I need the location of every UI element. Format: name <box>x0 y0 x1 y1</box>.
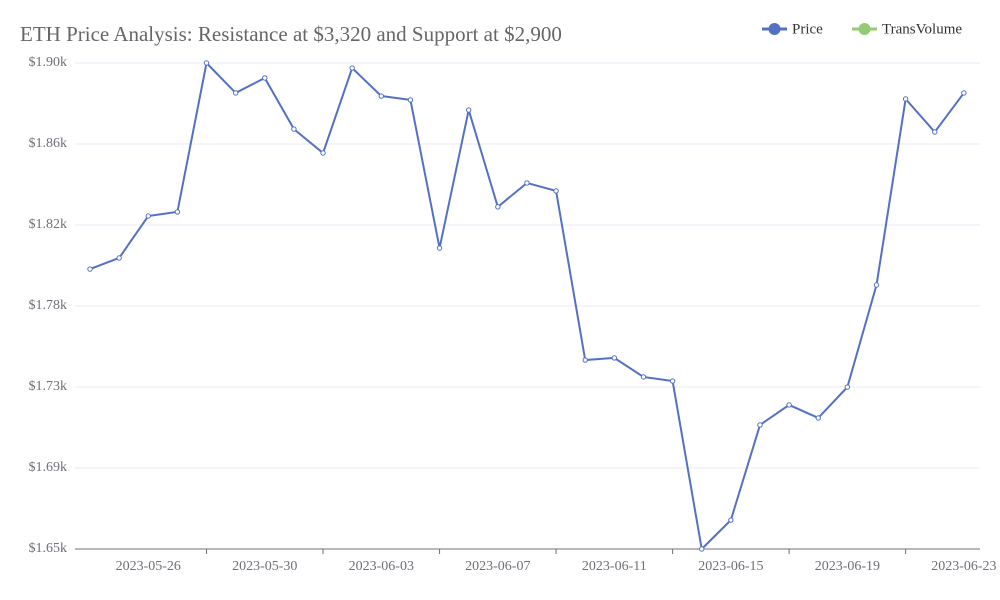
point <box>291 126 297 132</box>
legend-label: TransVolume <box>882 21 962 37</box>
chart-title: ETH Price Analysis: Resistance at $3,320… <box>20 22 562 46</box>
point <box>786 402 792 408</box>
x-tick-label: 2023-06-23 <box>931 559 996 574</box>
x-tick-label: 2023-06-11 <box>582 559 647 574</box>
point <box>524 180 530 186</box>
point <box>902 96 909 102</box>
point <box>465 107 472 113</box>
point <box>407 97 414 103</box>
y-tick-label: $1.69k <box>29 460 68 475</box>
x-tick-label: 2023-06-07 <box>465 559 530 574</box>
y-tick-label: $1.65k <box>29 541 68 556</box>
point <box>116 255 122 261</box>
point <box>669 378 676 384</box>
point <box>349 65 355 71</box>
point <box>436 245 443 251</box>
point <box>757 422 763 428</box>
point <box>232 90 239 96</box>
point <box>174 209 181 215</box>
point <box>378 93 384 99</box>
x-tick-label: 2023-05-30 <box>232 559 297 574</box>
legend-dot <box>858 23 871 35</box>
legend-dot <box>768 23 781 35</box>
x-tick-label: 2023-06-19 <box>815 559 880 574</box>
legend-label: Price <box>792 21 823 37</box>
point <box>873 282 880 288</box>
point <box>203 60 210 66</box>
point <box>145 213 151 219</box>
point <box>611 355 618 361</box>
y-tick-label: $1.78k <box>29 298 68 313</box>
y-tick-label: $1.82k <box>29 217 68 232</box>
point <box>844 384 851 390</box>
point <box>640 374 647 380</box>
point <box>728 517 734 523</box>
point <box>87 266 93 272</box>
point <box>699 546 705 552</box>
x-tick-label: 2023-06-15 <box>698 559 763 574</box>
point <box>815 415 821 421</box>
x-tick-label: 2023-06-03 <box>349 559 414 574</box>
point <box>961 90 967 96</box>
x-tick-label: 2023-05-26 <box>116 559 181 574</box>
y-tick-label: $1.73k <box>29 379 68 394</box>
point <box>553 188 559 194</box>
point <box>320 150 326 156</box>
point <box>582 357 588 363</box>
y-tick-label: $1.86k <box>29 136 68 151</box>
point <box>262 75 268 81</box>
y-tick-label: $1.90k <box>29 55 68 70</box>
point <box>932 129 938 135</box>
point <box>495 204 501 210</box>
